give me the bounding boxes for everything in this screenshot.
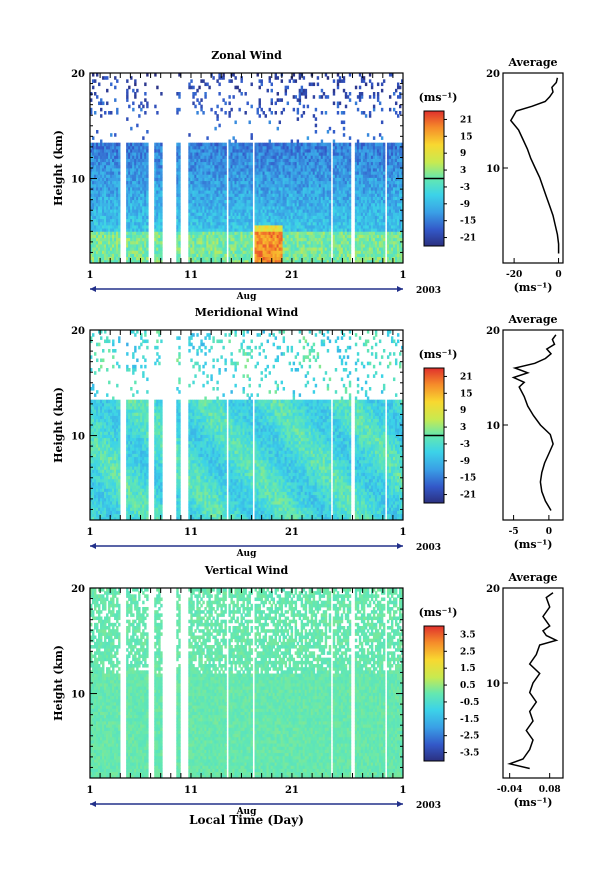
colorbar-tick-label: 3 — [460, 423, 466, 433]
colorbar-tick-label: -15 — [460, 474, 476, 484]
panel-title: Meridional Wind — [195, 306, 299, 319]
average-unit: (ms⁻¹) — [514, 796, 553, 809]
average-y-tick-label: 10 — [486, 679, 500, 690]
average-unit: (ms⁻¹) — [514, 281, 553, 294]
average-x-tick-label: -20 — [506, 270, 522, 280]
y-tick-label: 10 — [71, 690, 85, 701]
colorbar-tick-label: 15 — [460, 132, 473, 142]
arrow-right-icon — [397, 801, 403, 807]
colorbar-tick-label: -21 — [460, 234, 476, 244]
average-y-tick-label: 20 — [486, 584, 500, 595]
colorbar-tick-label: -21 — [460, 491, 476, 501]
colorbar-tick-label: 15 — [460, 389, 473, 399]
colorbar-tick-label: -15 — [460, 217, 476, 227]
average-title: Average — [507, 56, 557, 69]
month-label: Aug — [236, 549, 258, 559]
average-x-tick-label: 0 — [555, 270, 561, 280]
panel-title: Zonal Wind — [211, 49, 282, 62]
colorbar-tick-label: -9 — [460, 457, 470, 467]
average-x-tick-label: 0.08 — [539, 785, 561, 795]
colorbar-unit: (ms⁻¹) — [419, 91, 458, 104]
x-tick-label: 1 — [87, 527, 94, 538]
average-title: Average — [507, 313, 557, 326]
colorbar-tick-label: 3.5 — [460, 630, 476, 640]
colorbar-unit: (ms⁻¹) — [419, 348, 458, 361]
x-tick-label: 1 — [400, 785, 407, 796]
average-y-tick-label: 10 — [486, 421, 500, 432]
y-axis-label: Height (km) — [52, 387, 65, 463]
average-x-tick-label: -5 — [509, 527, 519, 537]
average-y-tick-label: 20 — [486, 326, 500, 337]
x-tick-label: 11 — [184, 527, 198, 538]
arrow-right-icon — [397, 543, 403, 549]
y-axis-label: Height (km) — [52, 130, 65, 206]
colorbar-tick-label: 2.5 — [460, 647, 476, 657]
month-label: Aug — [236, 292, 258, 302]
arrow-left-icon — [90, 801, 96, 807]
x-axis-label: Local Time (Day) — [189, 813, 304, 827]
average-frame — [503, 330, 563, 520]
average-unit: (ms⁻¹) — [514, 538, 553, 551]
y-tick-label: 10 — [71, 432, 85, 443]
average-x-tick-label: 0 — [546, 527, 552, 537]
x-tick-label: 21 — [285, 270, 299, 281]
average-title: Average — [507, 571, 557, 584]
year-label: 2003 — [416, 543, 441, 553]
x-tick-label: 21 — [285, 527, 299, 538]
panel-title: Vertical Wind — [204, 564, 289, 577]
x-tick-label: 1 — [87, 270, 94, 281]
heatmap-field — [90, 330, 403, 520]
x-tick-label: 1 — [87, 785, 94, 796]
x-tick-label: 11 — [184, 785, 198, 796]
average-profile-line — [511, 78, 559, 254]
average-x-tick-label: -0.04 — [497, 785, 523, 795]
y-axis-label: Height (km) — [52, 645, 65, 721]
colorbar-unit: (ms⁻¹) — [419, 606, 458, 619]
average-y-tick-label: 20 — [486, 69, 500, 80]
colorbar-tick-label: -9 — [460, 200, 470, 210]
colorbar-tick-label: -3.5 — [460, 749, 479, 759]
arrow-left-icon — [90, 543, 96, 549]
colorbar-tick-label: 9 — [460, 406, 466, 416]
year-label: 2003 — [416, 286, 441, 296]
colorbar-tick-label: 9 — [460, 149, 466, 159]
colorbar-tick-label: 21 — [460, 115, 473, 125]
average-profile-line — [514, 335, 556, 511]
colorbar-tick-label: 21 — [460, 372, 473, 382]
colorbar-tick-label: 3 — [460, 166, 466, 176]
y-tick-label: 10 — [71, 175, 85, 186]
y-tick-label: 20 — [71, 69, 85, 80]
year-label: 2003 — [416, 801, 441, 811]
y-tick-label: 20 — [71, 326, 85, 337]
average-profile-line — [510, 593, 557, 769]
heatmap-field — [90, 588, 403, 778]
colorbar-tick-label: -3 — [460, 183, 470, 193]
colorbar-tick-label: -2.5 — [460, 732, 479, 742]
colorbar-tick-label: -1.5 — [460, 715, 479, 725]
y-tick-label: 20 — [71, 584, 85, 595]
x-tick-label: 21 — [285, 785, 299, 796]
arrow-right-icon — [397, 286, 403, 292]
x-tick-label: 11 — [184, 270, 198, 281]
colorbar-tick-label: 0.5 — [460, 681, 476, 691]
average-frame — [503, 73, 563, 263]
x-tick-label: 1 — [400, 527, 407, 538]
arrow-left-icon — [90, 286, 96, 292]
heatmap-field — [90, 73, 403, 263]
x-tick-label: 1 — [400, 270, 407, 281]
colorbar-tick-label: 1.5 — [460, 664, 476, 674]
colorbar-tick-label: -0.5 — [460, 698, 479, 708]
colorbar-tick-label: -3 — [460, 440, 470, 450]
average-y-tick-label: 10 — [486, 164, 500, 175]
colorbar — [424, 626, 444, 761]
